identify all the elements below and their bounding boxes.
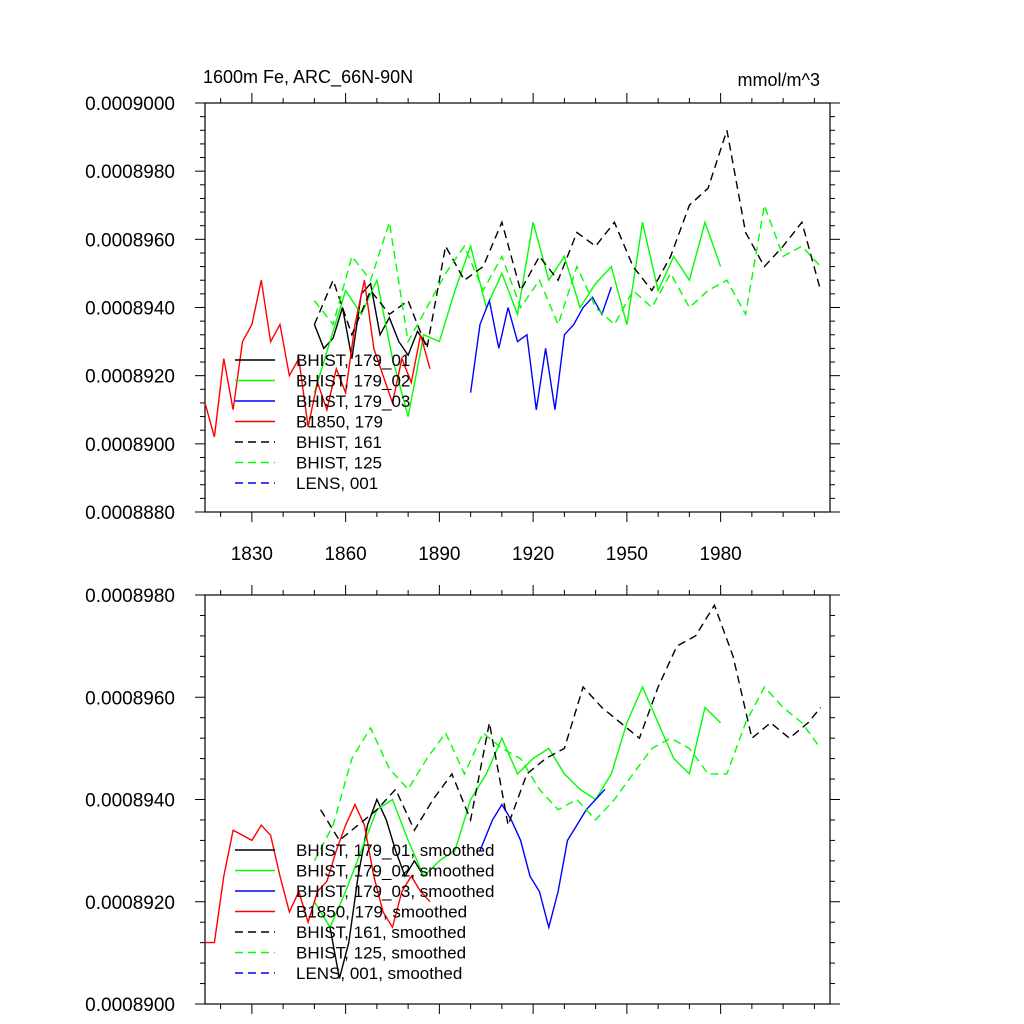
series-line (329, 797, 425, 979)
series-line (479, 788, 606, 931)
y-tick-label: 0.0008880 (85, 503, 175, 524)
legend-label: B1850, 179 (296, 413, 383, 432)
y-tick-label: 0.0009000 (85, 94, 175, 115)
legend-label: BHIST, 179_03, smoothed (296, 882, 494, 901)
series-line (313, 130, 822, 351)
legend-label: LENS, 001 (296, 474, 378, 493)
series-line (313, 685, 822, 862)
y-tick-label: 0.0008980 (85, 586, 175, 607)
legend-label: BHIST, 161 (296, 433, 382, 452)
series-line (204, 280, 431, 438)
x-tick-label: 1890 (418, 544, 460, 565)
y-tick-label: 0.0008900 (85, 435, 175, 456)
legend-label: B1850, 179, smoothed (296, 903, 467, 922)
legend-label: BHIST, 125, smoothed (296, 944, 466, 963)
y-tick-label: 0.0008960 (85, 230, 175, 251)
x-tick-label: 1830 (231, 544, 273, 565)
x-tick-label: 1950 (606, 544, 648, 565)
x-tick-label: 1920 (512, 544, 554, 565)
legend-label: BHIST, 179_01 (296, 351, 410, 370)
series-line (313, 685, 722, 929)
x-tick-label: 1980 (699, 544, 741, 565)
series-line (313, 282, 428, 359)
chart-title: 1600m Fe, ARC_66N-90N (203, 67, 413, 88)
series-line (469, 286, 612, 410)
bottom-panel: 0.0008900 0.0008920 0.0008940 0.0008960 0.00… (85, 585, 840, 1016)
legend-label: BHIST, 179_02 (296, 372, 410, 391)
series-line (205, 802, 431, 944)
y-tick-label: 0.0008900 (85, 995, 175, 1016)
y-tick-label: 0.0008920 (85, 367, 175, 388)
y-tick-label: 0.0008980 (85, 162, 175, 183)
legend-label: BHIST, 161, smoothed (296, 923, 466, 942)
x-tick-label: 1860 (324, 544, 366, 565)
series-line (313, 202, 822, 344)
y-tick-label: 0.0008940 (85, 791, 175, 812)
legend-label: BHIST, 125 (296, 454, 382, 473)
top-panel: 1830 1860 1890 1920 1950 1980 0.0008880 0.00089… (85, 93, 840, 565)
units-label: mmol/m^3 (738, 70, 820, 90)
y-tick-label: 0.0008940 (85, 299, 175, 320)
legend-label: BHIST, 179_03 (296, 392, 410, 411)
y-tick-label: 0.0008960 (85, 688, 175, 709)
series-line (313, 219, 722, 417)
legend-label: BHIST, 179_01, smoothed (296, 841, 494, 860)
legend-label: LENS, 001, smoothed (296, 964, 462, 983)
y-tick-label: 0.0008920 (85, 893, 175, 914)
series-line (320, 603, 822, 842)
legend-label: BHIST, 179_02, smoothed (296, 862, 494, 881)
